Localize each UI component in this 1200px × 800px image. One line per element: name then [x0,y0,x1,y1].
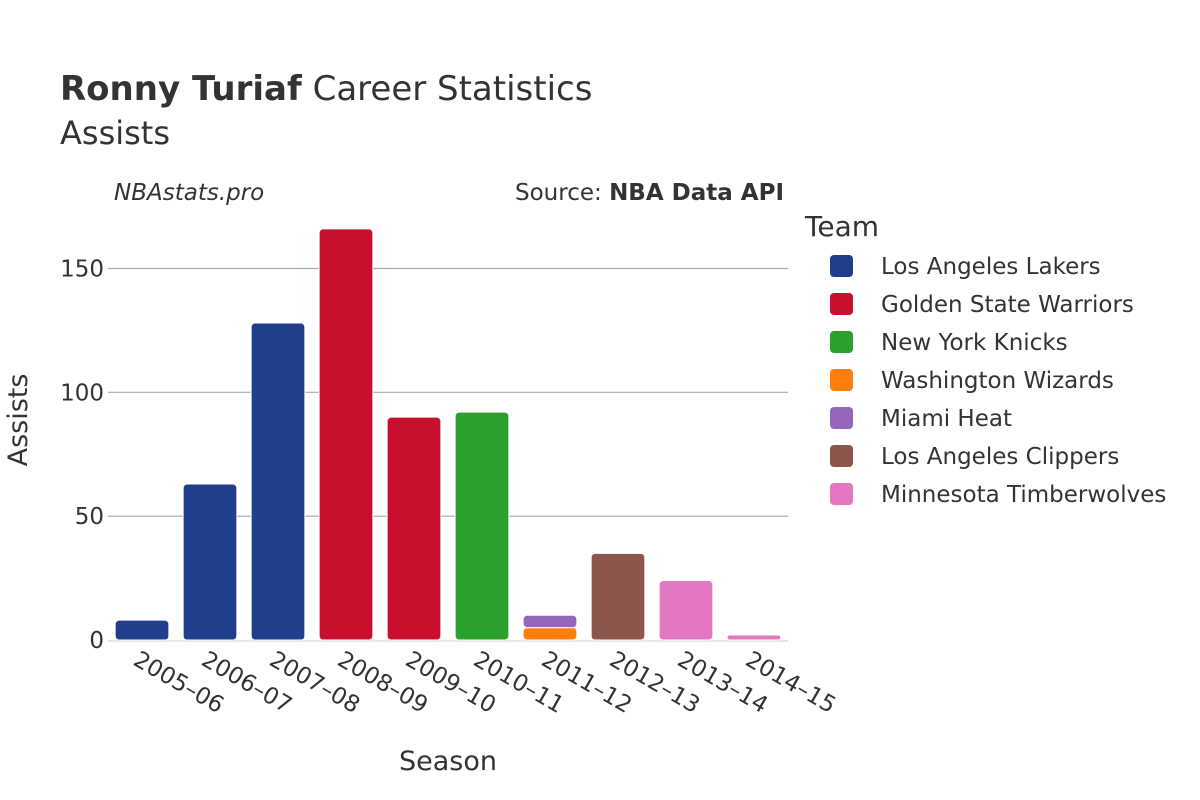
legend-label: Washington Wizards [881,368,1114,394]
source-text: Source: NBA Data API [515,180,784,206]
legend[interactable]: Los Angeles Lakers Golden State Warriors N… [830,254,1166,508]
x-axis-ticks: 2005–062006–072007–082008–092009–102010–… [129,647,840,719]
bar[interactable]: Los Angeles Lakers 2007–08: 128 [250,322,306,641]
watermark: NBAstats.pro [114,180,264,206]
bar[interactable]: New York Knicks 2010–11: 92 [454,411,510,641]
bar[interactable]: Los Angeles Lakers 2005–06: 8 [114,619,170,641]
chart-subtitle: Assists [60,114,170,152]
y-tick-label: 100 [60,380,104,406]
legend-title: Team [804,210,879,243]
legend-item[interactable]: Washington Wizards [830,368,1114,394]
legend-label: Miami Heat [881,406,1012,432]
gridlines [108,267,788,642]
bar[interactable]: Los Angeles Clippers 2012–13: 35 [590,552,646,641]
bar[interactable]: Golden State Warriors 2009–10: 90 [386,416,442,641]
bar[interactable]: Miami Heat 2011–12: 5 [522,614,578,629]
legend-swatch [830,369,853,391]
legend-swatch [830,445,853,467]
legend-swatch [830,407,853,429]
bar[interactable]: Minnesota Timberwolves 2014–15: 2 [726,634,782,641]
legend-item[interactable]: Los Angeles Clippers [830,444,1119,470]
legend-label: New York Knicks [881,330,1068,356]
legend-item[interactable]: Miami Heat [830,406,1012,432]
chart-title-player: Ronny Turiaf [60,69,303,109]
legend-label: Los Angeles Clippers [881,444,1119,470]
bars: Los Angeles Lakers 2005–06: 8 Los Angeles… [114,228,782,641]
legend-label: Minnesota Timberwolves [881,482,1166,508]
legend-item[interactable]: Golden State Warriors [830,292,1134,318]
y-axis-ticks: 0 50 100 150 [60,256,104,654]
y-tick-label: 50 [75,504,104,530]
chart-title-rest: Career Statistics [302,69,593,109]
legend-swatch [830,483,853,505]
bar[interactable]: Los Angeles Lakers 2006–07: 63 [182,483,238,641]
bar[interactable]: Washington Wizards 2011–12: 5 [522,627,578,641]
legend-label: Los Angeles Lakers [881,254,1101,280]
y-tick-label: 150 [60,256,104,282]
legend-swatch [830,255,853,277]
y-axis-title: Assists [3,374,34,467]
bar[interactable]: Minnesota Timberwolves 2013–14: 24 [658,580,714,641]
y-tick-label: 0 [89,628,104,654]
legend-swatch [830,331,853,353]
legend-swatch [830,293,853,315]
source-prefix: Source: [515,180,609,206]
bar[interactable]: Golden State Warriors 2008–09: 166 [318,228,374,641]
x-axis-title: Season [399,746,497,777]
legend-item[interactable]: Los Angeles Lakers [830,254,1101,280]
source-name: NBA Data API [609,180,784,206]
chart-title: Ronny Turiaf Career Statistics [60,69,592,109]
legend-item[interactable]: Minnesota Timberwolves [830,482,1166,508]
legend-item[interactable]: New York Knicks [830,330,1068,356]
legend-label: Golden State Warriors [881,292,1134,318]
